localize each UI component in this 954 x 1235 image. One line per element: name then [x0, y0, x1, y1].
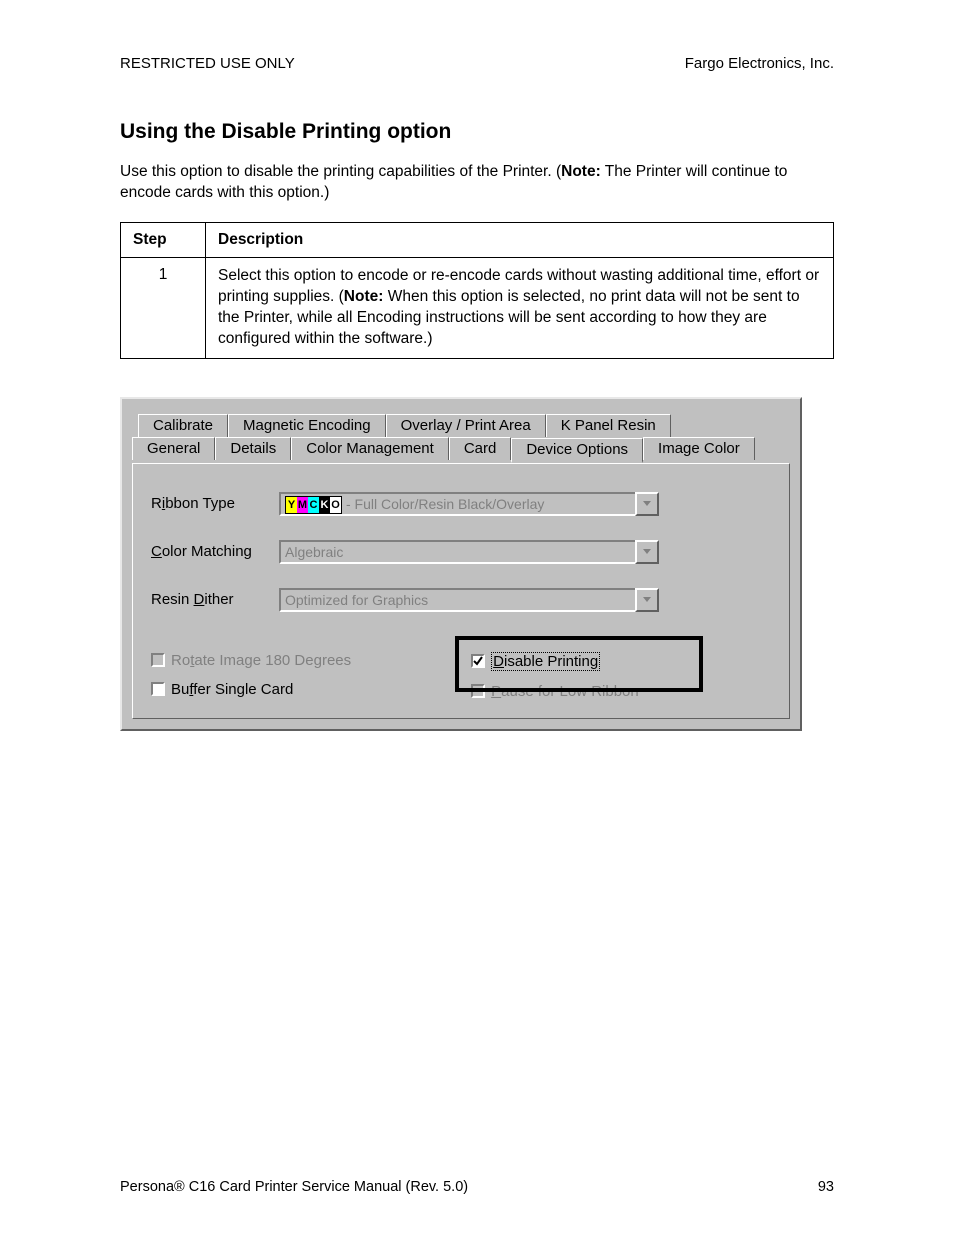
chevron-down-icon — [643, 549, 651, 554]
resin-dither-text: Optimized for Graphics — [279, 588, 635, 612]
ymcko-letter-m: M — [297, 496, 308, 514]
th-step: Step — [121, 222, 206, 257]
ribbon-type-combo[interactable]: YMCKO - Full Color/Resin Black/Overlay — [279, 492, 659, 516]
tab-calibrate[interactable]: Calibrate — [138, 414, 228, 437]
printer-properties-dialog: CalibrateMagnetic EncodingOverlay / Prin… — [120, 397, 802, 731]
steps-table: Step Description 1 Select this option to… — [120, 222, 834, 359]
footer-page-number: 93 — [818, 1179, 834, 1195]
resin-dither-label: Resin Dither — [151, 591, 279, 608]
section-title: Using the Disable Printing option — [120, 120, 834, 144]
tab-device-options[interactable]: Device Options — [511, 438, 643, 463]
color-matching-label: Color Matching — [151, 543, 279, 560]
checkbox-box — [471, 654, 485, 668]
td-desc: Select this option to encode or re-encod… — [206, 257, 834, 358]
ymcko-letter-c: C — [308, 496, 319, 514]
header-left: RESTRICTED USE ONLY — [120, 55, 295, 72]
disable-printing-checkbox[interactable]: Disable Printing — [471, 652, 639, 671]
ribbon-type-dropdown-button[interactable] — [635, 492, 659, 516]
checkbox-box — [151, 682, 165, 696]
device-options-panel: Ribbon Type YMCKO - Full Color/Resin Bla… — [132, 463, 790, 719]
resin-dither-dropdown-button[interactable] — [635, 588, 659, 612]
ymcko-badge: YMCKO — [285, 496, 342, 512]
tab-general[interactable]: General — [132, 437, 215, 460]
rotate-180-checkbox[interactable]: Rotate Image 180 Degrees — [151, 652, 351, 669]
checkbox-group: Rotate Image 180 Degrees Buffer Single C… — [151, 652, 771, 700]
checkbox-box — [151, 653, 165, 667]
checkbox-box — [471, 684, 485, 698]
pause-low-ribbon-checkbox[interactable]: Pause for Low Ribbon — [471, 683, 639, 700]
desc-bold: Note: — [344, 288, 384, 305]
buffer-single-card-checkbox[interactable]: Buffer Single Card — [151, 681, 351, 698]
footer-left: Persona® C16 Card Printer Service Manual… — [120, 1179, 468, 1195]
intro-paragraph: Use this option to disable the printing … — [120, 162, 834, 204]
tab-details[interactable]: Details — [215, 437, 291, 460]
td-step-num: 1 — [121, 257, 206, 358]
color-matching-dropdown-button[interactable] — [635, 540, 659, 564]
tab-k-panel-resin[interactable]: K Panel Resin — [546, 414, 671, 437]
tab-card[interactable]: Card — [449, 437, 512, 460]
tab-rows: CalibrateMagnetic EncodingOverlay / Prin… — [132, 413, 790, 461]
ymcko-letter-y: Y — [285, 496, 297, 514]
header-right: Fargo Electronics, Inc. — [685, 55, 834, 72]
tab-magnetic-encoding[interactable]: Magnetic Encoding — [228, 414, 386, 437]
tab-row-2: GeneralDetailsColor ManagementCardDevice… — [132, 436, 790, 461]
ymcko-letter-o: O — [330, 496, 342, 514]
ribbon-type-text: - Full Color/Resin Black/Overlay — [346, 496, 544, 512]
tab-row-1: CalibrateMagnetic EncodingOverlay / Prin… — [132, 413, 790, 436]
tab-overlay-print-area[interactable]: Overlay / Print Area — [386, 414, 546, 437]
resin-dither-combo[interactable]: Optimized for Graphics — [279, 588, 659, 612]
ymcko-letter-k: K — [319, 496, 330, 514]
chevron-down-icon — [643, 501, 651, 506]
tab-image-color[interactable]: Image Color — [643, 437, 755, 460]
chevron-down-icon — [643, 597, 651, 602]
ribbon-type-label: Ribbon Type — [151, 495, 279, 512]
color-matching-text: Algebraic — [279, 540, 635, 564]
tab-color-management[interactable]: Color Management — [291, 437, 449, 460]
intro-note-bold: Note: — [561, 163, 601, 180]
checkmark-icon — [473, 656, 483, 666]
color-matching-combo[interactable]: Algebraic — [279, 540, 659, 564]
intro-pre: Use this option to disable the printing … — [120, 163, 561, 180]
th-desc: Description — [206, 222, 834, 257]
